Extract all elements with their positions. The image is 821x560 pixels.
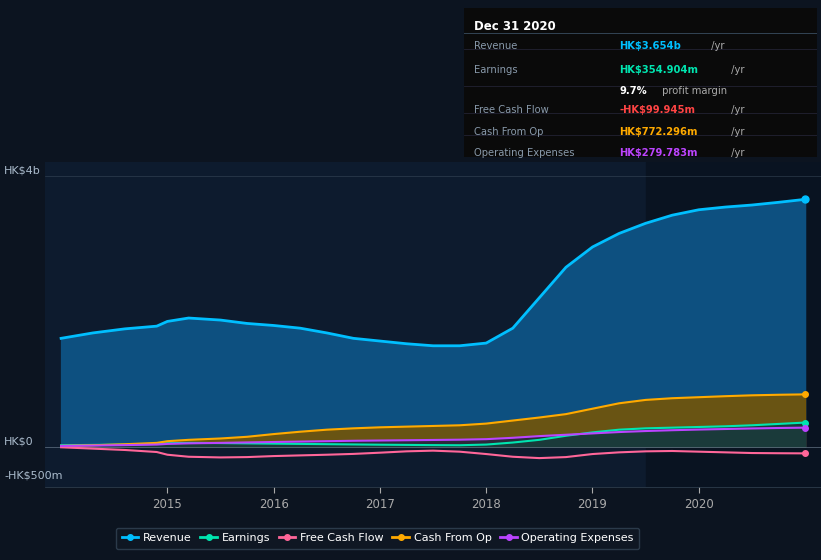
Text: /yr: /yr — [728, 65, 745, 75]
Text: -HK$99.945m: -HK$99.945m — [619, 105, 695, 115]
Text: /yr: /yr — [728, 148, 745, 158]
Text: /yr: /yr — [728, 127, 745, 137]
Text: -HK$500m: -HK$500m — [4, 470, 62, 480]
Text: profit margin: profit margin — [658, 86, 727, 96]
Text: /yr: /yr — [709, 41, 725, 51]
Text: Dec 31 2020: Dec 31 2020 — [475, 20, 556, 33]
Legend: Revenue, Earnings, Free Cash Flow, Cash From Op, Operating Expenses: Revenue, Earnings, Free Cash Flow, Cash … — [116, 528, 640, 549]
Bar — [645, 162, 821, 487]
Text: /yr: /yr — [728, 105, 745, 115]
Text: HK$4b: HK$4b — [4, 166, 41, 176]
Text: Free Cash Flow: Free Cash Flow — [475, 105, 549, 115]
Text: HK$0: HK$0 — [4, 437, 34, 447]
Text: HK$279.783m: HK$279.783m — [619, 148, 698, 158]
Text: Earnings: Earnings — [475, 65, 518, 75]
Text: Cash From Op: Cash From Op — [475, 127, 544, 137]
Text: Revenue: Revenue — [475, 41, 518, 51]
Text: HK$772.296m: HK$772.296m — [619, 127, 698, 137]
Text: 9.7%: 9.7% — [619, 86, 647, 96]
Text: HK$3.654b: HK$3.654b — [619, 41, 681, 51]
Text: HK$354.904m: HK$354.904m — [619, 65, 698, 75]
Text: Operating Expenses: Operating Expenses — [475, 148, 575, 158]
